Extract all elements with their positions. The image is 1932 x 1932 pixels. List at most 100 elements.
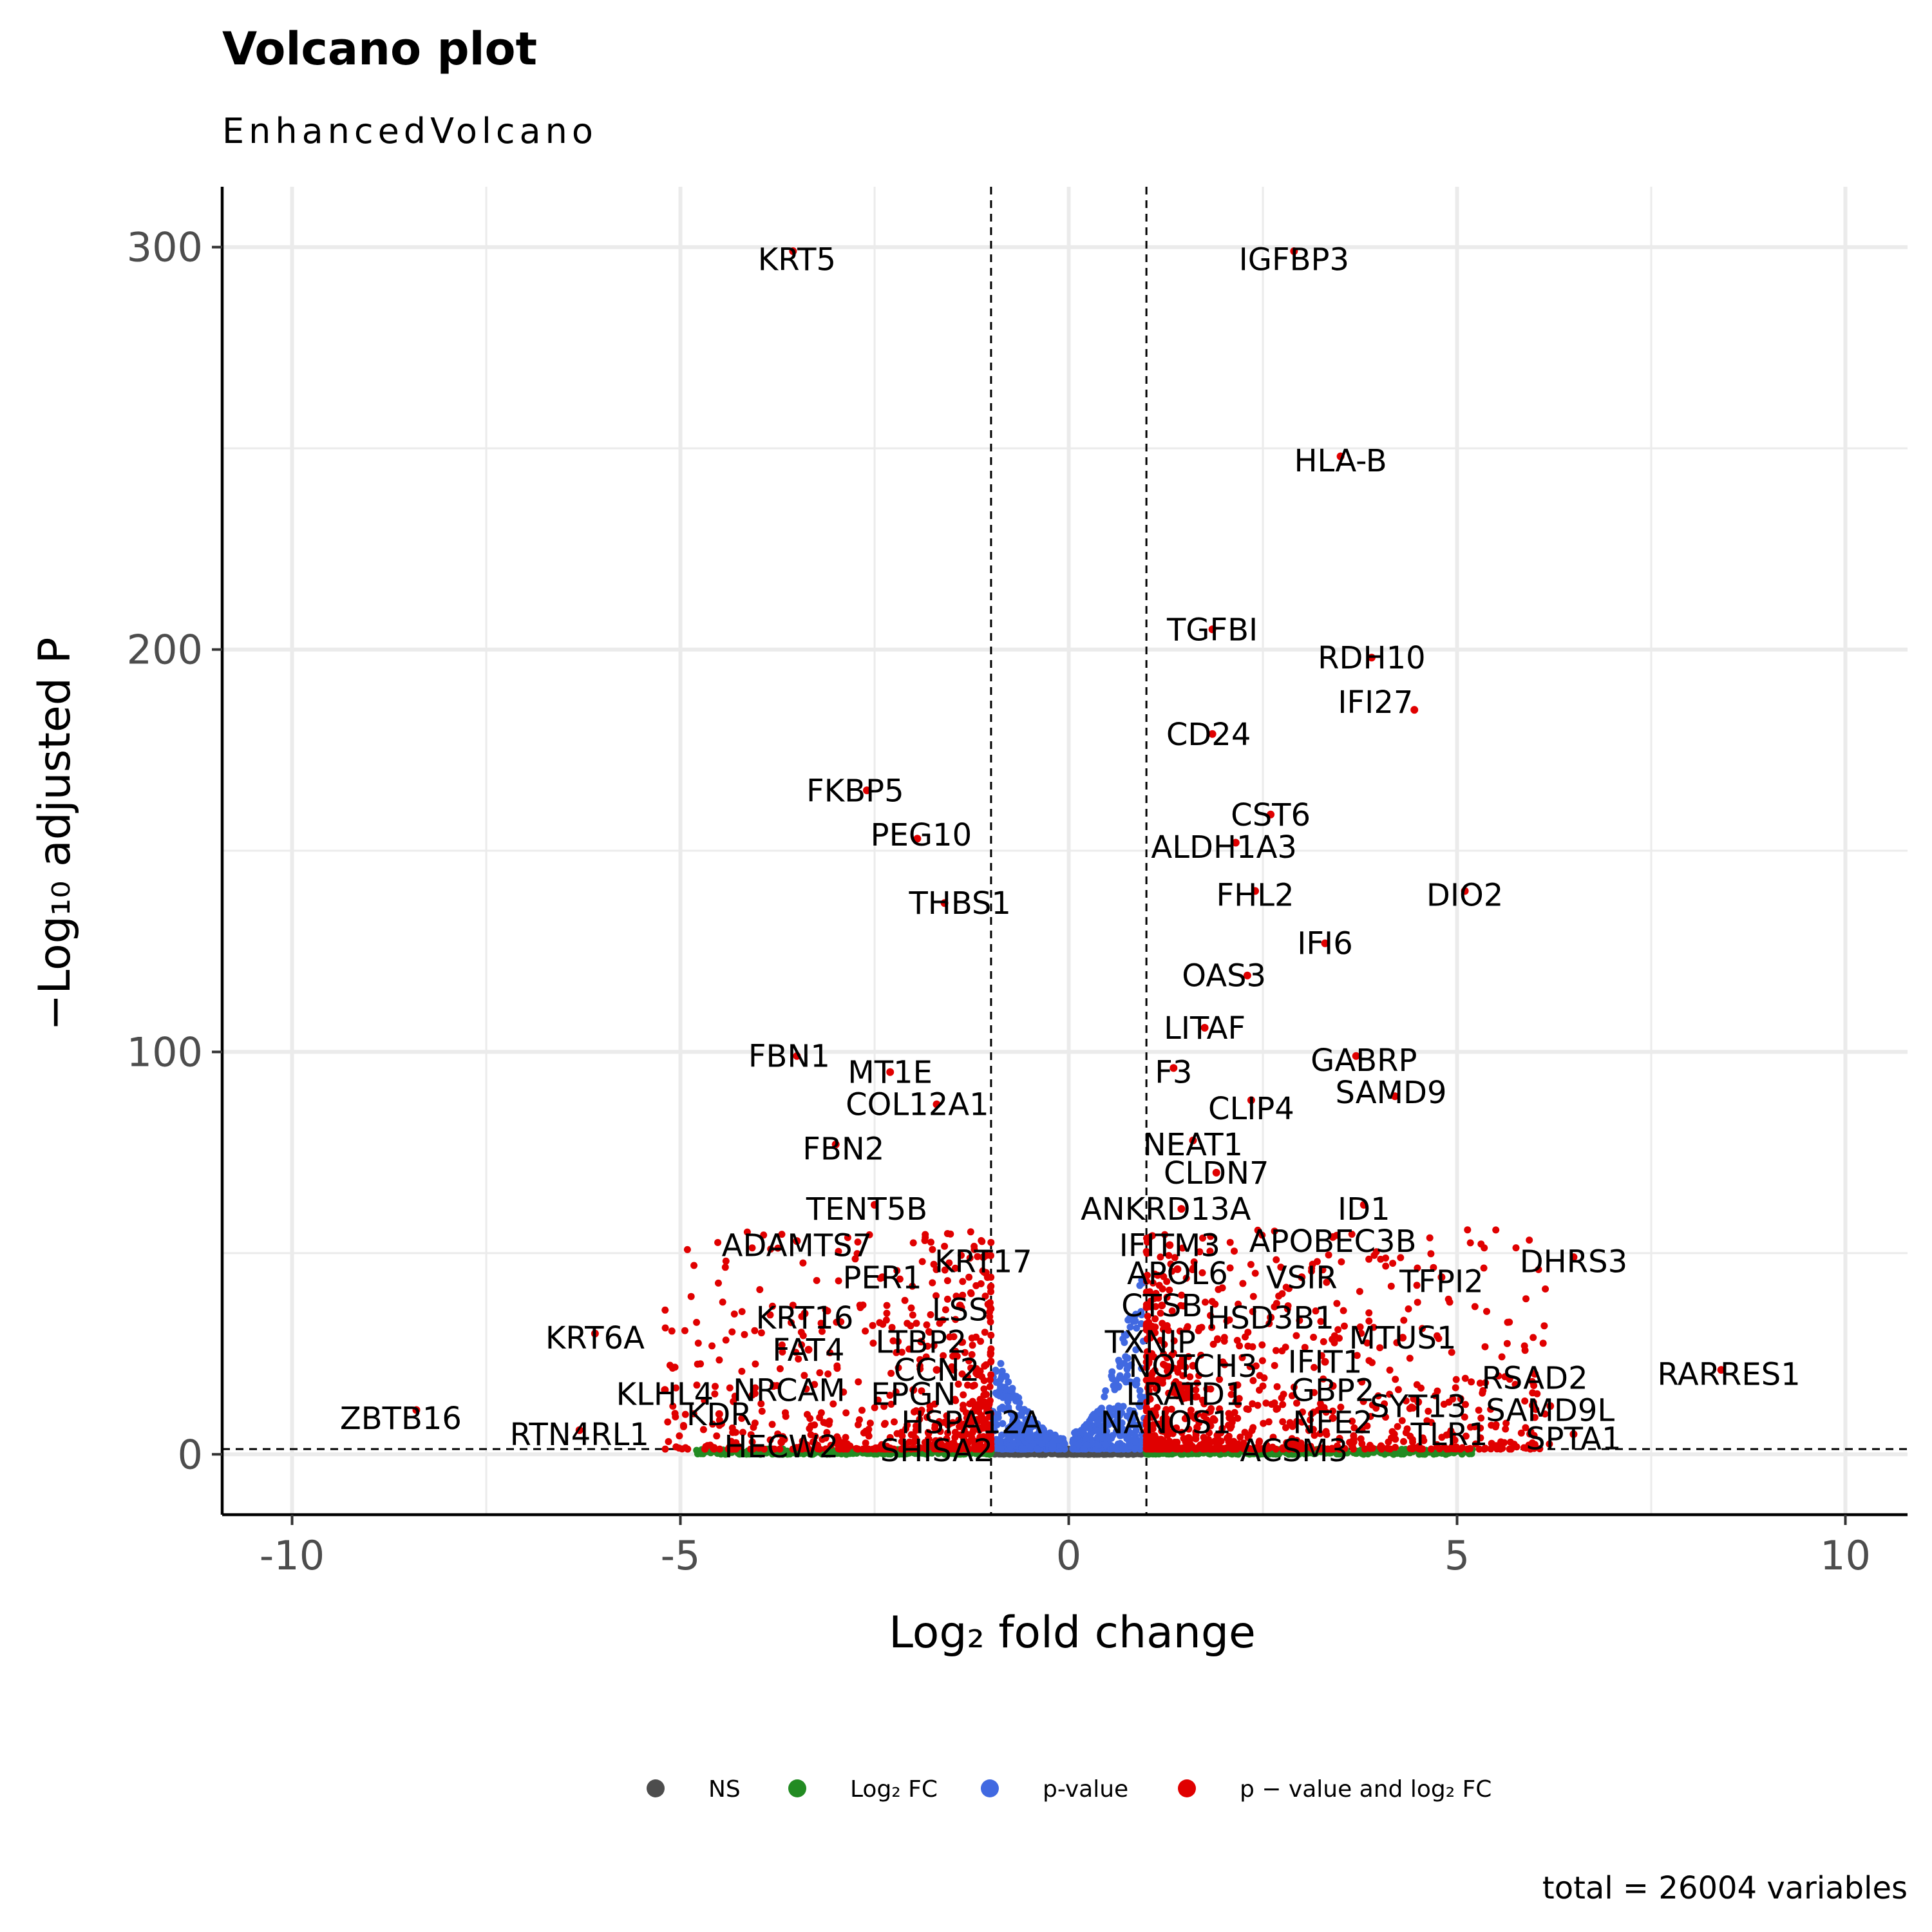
significant-point (891, 1418, 898, 1426)
pvalue-point (1116, 1363, 1124, 1370)
significant-point (1258, 1341, 1266, 1349)
significant-point (690, 1262, 698, 1269)
x-axis-title: Log₂ fold change (889, 1607, 1256, 1658)
significant-point (661, 1306, 669, 1314)
significant-point (1262, 1399, 1270, 1407)
significant-point (714, 1238, 722, 1246)
gene-label: GBP2 (1291, 1372, 1375, 1408)
significant-point (967, 1228, 974, 1236)
significant-point (1211, 1444, 1219, 1452)
significant-point (980, 1377, 988, 1385)
significant-point (1386, 1367, 1394, 1374)
pvalue-point (1094, 1441, 1101, 1449)
pvalue-point (1127, 1429, 1135, 1437)
pvalue-point (1115, 1356, 1122, 1364)
significant-point (1251, 1269, 1259, 1277)
pvalue-point (1005, 1378, 1012, 1386)
significant-point (1389, 1260, 1397, 1267)
significant-point (927, 1238, 934, 1246)
significant-point (909, 1311, 916, 1319)
significant-point (661, 1324, 669, 1332)
significant-point (1483, 1307, 1490, 1315)
significant-point (1279, 1418, 1287, 1426)
significant-point (1427, 1250, 1435, 1258)
pvalue-point (1094, 1418, 1101, 1426)
gene-label: FKBP5 (806, 773, 904, 809)
y-axis-title: −Log₁₀ adjusted P (30, 637, 80, 1030)
chart-title: Volcano plot (222, 23, 537, 75)
gene-label: IFI6 (1297, 926, 1352, 962)
significant-point (1234, 1414, 1242, 1422)
gene-label: KRT5 (758, 242, 836, 278)
significant-point (1247, 1261, 1255, 1268)
pvalue-point (1132, 1317, 1139, 1325)
legend-label: p-value (1043, 1776, 1128, 1803)
pvalue-point (1005, 1403, 1012, 1411)
significant-point (1274, 1405, 1282, 1412)
significant-point (1341, 1322, 1348, 1330)
gene-label: DIO2 (1426, 878, 1503, 914)
pvalue-point (1038, 1440, 1046, 1448)
significant-point (1392, 1376, 1399, 1383)
pvalue-point (994, 1414, 1002, 1421)
fc-point (743, 1450, 750, 1458)
pvalue-point (1118, 1425, 1126, 1432)
significant-point (1334, 1326, 1342, 1334)
significant-point (972, 1333, 980, 1341)
significant-point (1503, 1340, 1511, 1347)
significant-point (693, 1318, 701, 1326)
gene-label: CD24 (1166, 717, 1251, 753)
pvalue-point (1112, 1417, 1120, 1425)
significant-point (866, 1419, 874, 1427)
gene-label: CTSB (1121, 1288, 1202, 1324)
pvalue-point (1106, 1414, 1114, 1421)
gene-label: ID1 (1338, 1191, 1390, 1227)
significant-point (1405, 1305, 1412, 1312)
significant-point (1461, 1374, 1469, 1382)
pvalue-point (1126, 1323, 1134, 1331)
gene-label: PER1 (843, 1260, 922, 1296)
pvalue-point (1094, 1427, 1101, 1435)
pvalue-point (1027, 1443, 1034, 1450)
pvalue-point (1126, 1442, 1133, 1450)
pvalue-point (1132, 1426, 1140, 1434)
pvalue-point (1020, 1445, 1028, 1453)
pvalue-point (992, 1367, 999, 1374)
gene-label: THBS1 (908, 886, 1011, 922)
significant-point (1492, 1226, 1500, 1234)
significant-point (1413, 1381, 1421, 1388)
pvalue-point (999, 1420, 1007, 1427)
significant-point (1392, 1444, 1399, 1451)
significant-point (1368, 1444, 1376, 1452)
significant-point (1426, 1234, 1434, 1242)
significant-point (858, 1406, 866, 1414)
significant-point (682, 1444, 689, 1452)
pvalue-point (1009, 1425, 1016, 1433)
significant-point (1200, 1444, 1208, 1452)
significant-point (969, 1397, 976, 1405)
significant-point (694, 1340, 702, 1347)
y-tick-label: 200 (127, 627, 203, 674)
pvalue-point (1101, 1415, 1108, 1423)
legend-swatch-ns (647, 1779, 665, 1797)
significant-point (1382, 1262, 1390, 1270)
gene-label: TGFBI (1166, 612, 1258, 648)
pvalue-point (996, 1438, 1004, 1446)
significant-point (986, 1397, 994, 1405)
pvalue-point (1116, 1432, 1124, 1439)
significant-point (751, 1419, 759, 1427)
significant-point (1280, 1390, 1287, 1398)
pvalue-point (1017, 1430, 1025, 1437)
significant-point (710, 1444, 717, 1452)
significant-point (865, 1426, 873, 1433)
gene-label: FAT4 (772, 1332, 844, 1368)
gene-label: HSD3B1 (1207, 1300, 1334, 1336)
significant-point (681, 1327, 688, 1334)
gene-label: ALDH1A3 (1151, 829, 1297, 866)
gene-label: RARRES1 (1657, 1356, 1800, 1392)
legend-label: p − value and log₂ FC (1240, 1776, 1492, 1803)
gene-label: APOL6 (1127, 1256, 1228, 1292)
pvalue-point (1137, 1308, 1145, 1316)
significant-point (1365, 1309, 1373, 1317)
